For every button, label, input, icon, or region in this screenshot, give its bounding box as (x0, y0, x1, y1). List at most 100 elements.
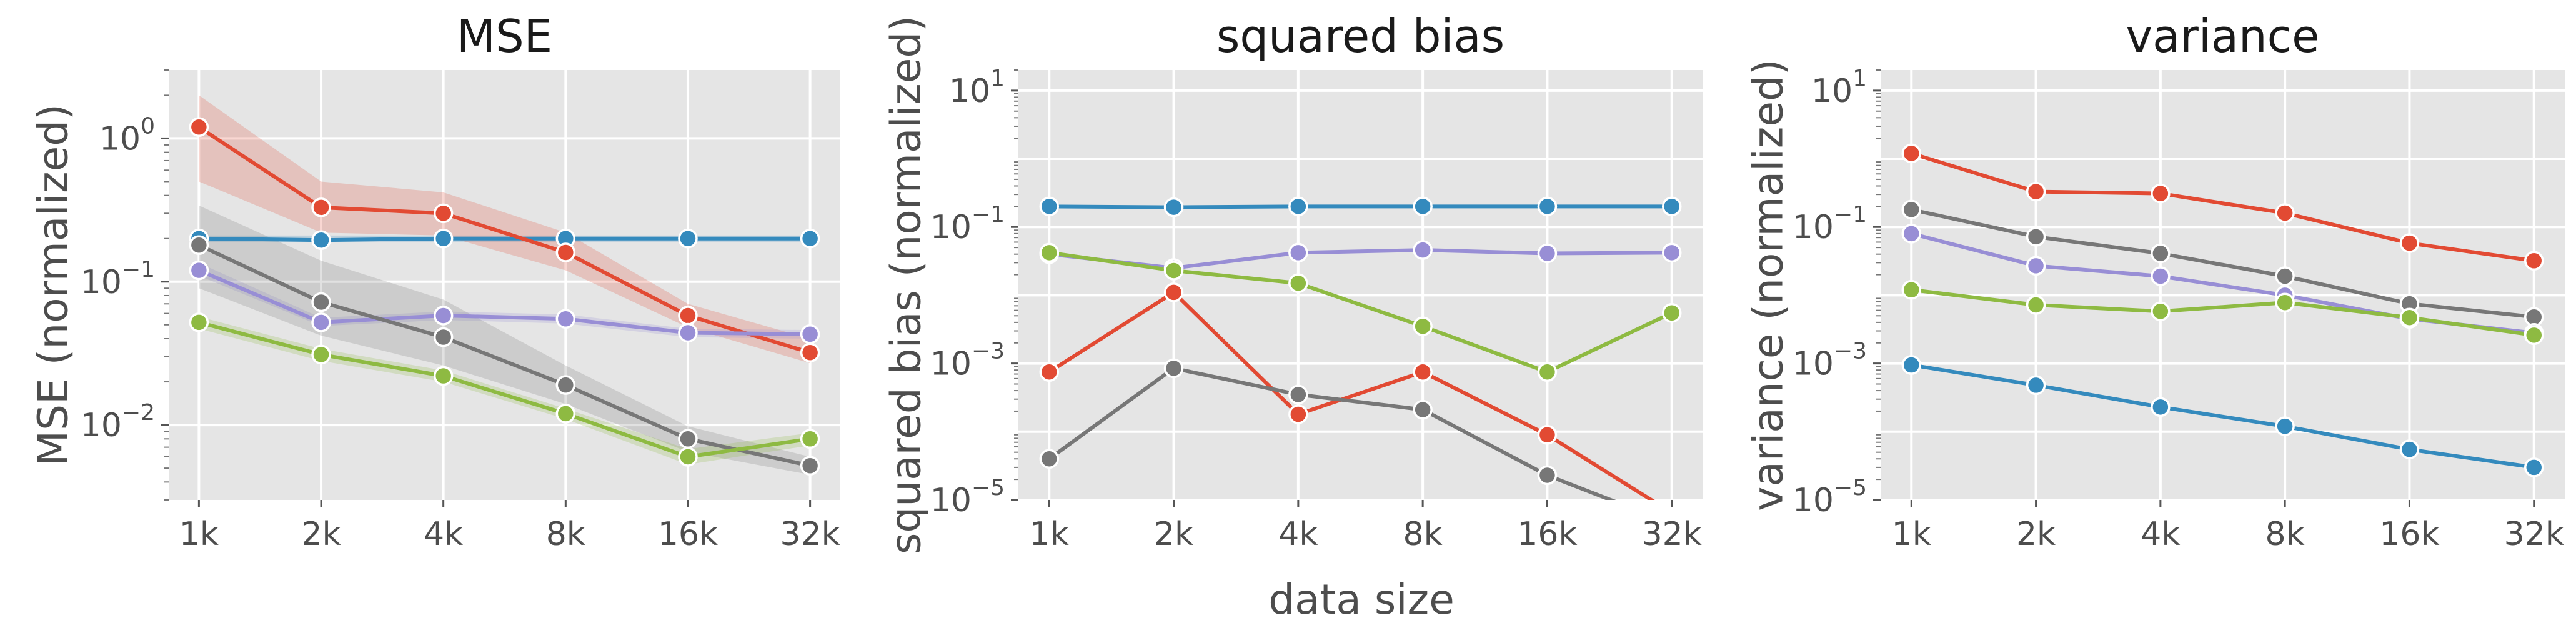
data-point-purple (555, 309, 576, 329)
y-tick-label: 10−3 (1793, 339, 1867, 383)
data-point-blue (2524, 458, 2544, 478)
data-point-gray (1163, 358, 1184, 379)
data-point-red (800, 342, 820, 362)
data-point-blue (433, 228, 454, 249)
y-tick-label: 101 (1811, 66, 1867, 110)
data-point-purple (1537, 243, 1558, 264)
y-axis-label: variance (normalized) (1744, 59, 1793, 511)
data-point-red (1163, 282, 1184, 302)
x-tick-label: 4k (2141, 516, 2180, 553)
data-point-purple (189, 260, 209, 281)
data-point-red (2399, 233, 2420, 253)
x-tick-label: 16k (2379, 516, 2439, 553)
data-point-gray (189, 235, 209, 255)
data-point-green (1537, 362, 1558, 382)
data-point-green (1901, 280, 1922, 300)
data-point-green (2275, 292, 2295, 312)
y-tick-label: 10−5 (930, 475, 1005, 519)
panel-mse: MSE MSE (normalized) 1k 2k 4k 8k 16k 32k 100 10−1… (29, 10, 840, 553)
data-point-purple (1661, 242, 1682, 263)
y-tick-label: 10−1 (81, 257, 155, 301)
series-line-green (1911, 288, 2535, 338)
series-line-red (197, 125, 811, 355)
y-tick-label: 10−1 (930, 202, 1005, 246)
data-point-blue (1661, 196, 1682, 217)
shared-x-axis-label: data size (1268, 576, 1455, 624)
plot-background (1018, 70, 1703, 500)
y-tick-label: 10−3 (930, 339, 1005, 383)
data-point-gray (1413, 399, 1433, 420)
series-group (189, 95, 820, 476)
data-point-green (2399, 308, 2420, 328)
data-point-red (2275, 203, 2295, 223)
data-point-green (1661, 303, 1682, 323)
series-line-gray (198, 243, 811, 468)
series-line-gray (1911, 208, 2535, 319)
data-point-blue (1039, 196, 1060, 217)
data-point-green (1163, 261, 1184, 281)
x-tick-label: 4k (1278, 516, 1318, 553)
series-line-gray (1048, 366, 1616, 500)
panel-title: squared bias (1216, 10, 1504, 62)
data-point-purple (800, 324, 820, 344)
data-point-gray (555, 375, 576, 395)
x-tick-label: 2k (301, 516, 341, 553)
data-point-purple (1288, 242, 1308, 263)
series-group (1039, 196, 1682, 500)
data-point-gray (1039, 449, 1060, 469)
data-point-green (433, 366, 454, 386)
data-point-gray (1288, 384, 1308, 405)
panel-title: variance (2126, 10, 2320, 62)
data-point-blue (2399, 439, 2420, 459)
data-point-gray (2026, 227, 2046, 247)
data-point-green (678, 447, 698, 467)
x-tick-label: 1k (1030, 516, 1069, 553)
data-point-purple (433, 306, 454, 326)
data-point-green (2026, 295, 2046, 315)
y-tick-label: 100 (99, 113, 155, 158)
series-line-red (1911, 151, 2535, 263)
y-tick-label: 10−5 (1793, 475, 1867, 519)
data-point-red (2151, 183, 2171, 204)
x-tick-label: 1k (1892, 516, 1931, 553)
series-line-red (1048, 290, 1655, 500)
data-point-gray (678, 429, 698, 449)
series-group (1901, 143, 2544, 478)
x-tick-label: 8k (2265, 516, 2305, 553)
x-tick-label: 32k (2504, 516, 2564, 553)
data-point-green (2151, 301, 2171, 322)
y-axis-label: MSE (normalized) (29, 104, 77, 466)
x-tick-label: 16k (658, 516, 718, 553)
data-point-blue (1901, 355, 1922, 375)
data-point-red (189, 117, 209, 138)
x-tick-label: 16k (1517, 516, 1577, 553)
data-point-red (1537, 425, 1558, 445)
x-tick-label: 32k (780, 516, 840, 553)
y-tick-label: 10−1 (1793, 202, 1867, 246)
series-line-blue (1911, 363, 2535, 469)
data-point-green (555, 404, 576, 424)
y-axis-label: squared bias (normalized) (882, 16, 930, 554)
x-tick-label: 32k (1642, 516, 1702, 553)
data-point-blue (1413, 196, 1433, 217)
data-point-blue (2026, 375, 2046, 396)
data-point-green (189, 312, 209, 332)
data-point-gray (1537, 465, 1558, 486)
series-line-purple (198, 268, 810, 336)
data-point-gray (2524, 307, 2544, 327)
data-point-green (1039, 242, 1060, 263)
data-point-red (1039, 362, 1060, 382)
x-tick-label: 8k (546, 516, 585, 553)
data-point-red (1901, 143, 1922, 164)
data-point-blue (800, 228, 820, 249)
data-point-red (2524, 251, 2544, 271)
data-point-purple (311, 312, 331, 332)
data-point-red (311, 198, 331, 218)
x-tick-label: 1k (179, 516, 219, 553)
data-point-blue (678, 228, 698, 249)
series-band-red (199, 95, 810, 364)
data-point-red (1413, 362, 1433, 382)
x-tick-label: 2k (1154, 516, 1193, 553)
data-point-blue (2275, 416, 2295, 436)
